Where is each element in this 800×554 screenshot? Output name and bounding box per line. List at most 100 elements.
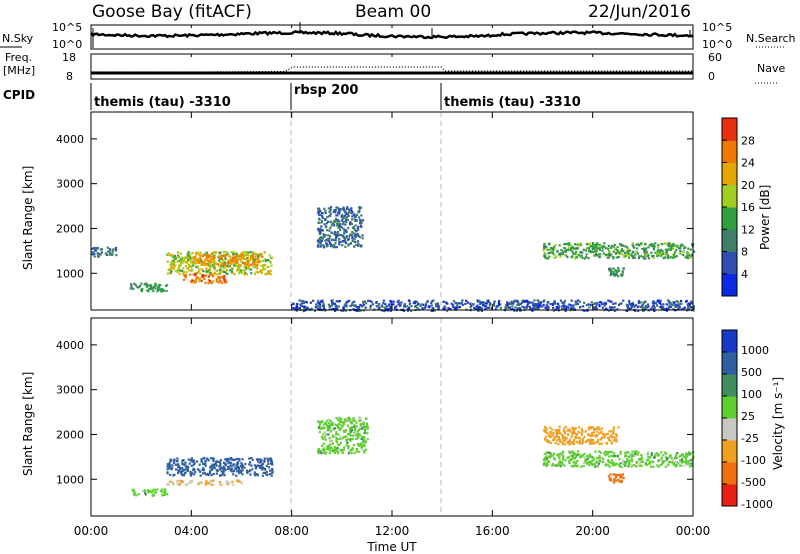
data-cell — [328, 437, 331, 440]
data-cell — [352, 443, 355, 446]
data-cell — [397, 299, 400, 302]
data-cell — [657, 244, 660, 247]
data-cell — [343, 303, 346, 306]
data-cell — [225, 281, 228, 284]
data-cell — [188, 462, 191, 465]
data-cell — [192, 264, 195, 267]
data-cell — [323, 426, 326, 429]
data-cell — [170, 480, 173, 483]
data-cell — [331, 307, 334, 310]
data-cell — [245, 263, 249, 266]
data-cell — [198, 280, 201, 283]
data-cell — [347, 214, 350, 217]
data-cell — [431, 300, 434, 303]
data-cell — [357, 234, 360, 238]
data-cell — [262, 471, 265, 474]
data-cell — [320, 214, 324, 218]
data-cell — [305, 306, 308, 309]
data-cell — [159, 284, 162, 287]
data-cell — [258, 261, 261, 264]
data-cell — [214, 262, 217, 265]
data-cell — [563, 301, 566, 304]
data-cell — [354, 434, 357, 437]
data-cell — [592, 463, 595, 466]
data-cell — [594, 305, 597, 309]
data-cell — [687, 247, 690, 250]
data-cell — [568, 460, 571, 463]
data-cell — [262, 267, 265, 270]
data-cell — [605, 441, 608, 445]
data-cell — [250, 272, 253, 275]
data-cell — [198, 261, 201, 264]
data-cell — [347, 452, 350, 455]
data-cell — [220, 270, 223, 274]
data-cell — [253, 272, 257, 275]
data-cell — [654, 242, 657, 245]
data-cell — [330, 304, 333, 307]
data-cell — [108, 248, 111, 251]
data-cell — [569, 304, 573, 307]
data-cell — [318, 431, 321, 434]
data-cell — [647, 458, 650, 461]
data-cell — [675, 249, 678, 252]
data-cell — [598, 442, 601, 445]
data-cell — [394, 306, 397, 309]
data-cell — [154, 287, 157, 290]
data-cell — [544, 425, 547, 429]
data-cell — [640, 453, 643, 457]
power-colorbar-tick: 24 — [741, 157, 755, 170]
data-cell — [511, 308, 514, 311]
data-cell — [612, 464, 615, 467]
data-cell — [181, 463, 184, 466]
data-cell — [177, 463, 180, 466]
data-cell — [323, 245, 326, 248]
colorbar-segment — [722, 207, 737, 230]
data-cell — [358, 433, 361, 436]
data-cell — [563, 427, 566, 430]
data-cell — [613, 438, 616, 442]
data-cell — [628, 459, 631, 462]
data-cell — [669, 248, 672, 251]
data-cell — [265, 473, 268, 476]
data-cell — [592, 302, 595, 306]
data-cell — [690, 300, 693, 303]
data-cell — [561, 450, 565, 453]
data-cell — [345, 217, 348, 220]
data-cell — [603, 304, 606, 307]
data-cell — [251, 262, 254, 265]
data-cell — [633, 246, 636, 249]
data-cell — [167, 252, 171, 255]
data-cell — [398, 302, 401, 305]
data-cell — [639, 305, 642, 308]
data-cell — [666, 299, 670, 302]
data-cell — [217, 256, 220, 259]
data-cell — [230, 260, 233, 264]
data-cell — [338, 238, 341, 241]
data-cell — [189, 459, 192, 462]
data-cell — [250, 464, 253, 467]
data-cell — [612, 436, 615, 439]
data-cell — [354, 218, 357, 221]
data-cell — [544, 429, 547, 433]
data-cell — [576, 440, 579, 443]
data-cell — [627, 451, 630, 454]
data-cell — [614, 476, 617, 479]
data-cell — [636, 453, 639, 456]
data-cell — [239, 264, 242, 267]
data-cell — [338, 419, 341, 422]
data-cell — [476, 307, 479, 310]
data-cell — [551, 428, 554, 431]
data-cell — [647, 455, 650, 459]
data-cell — [232, 258, 235, 261]
data-cell — [242, 261, 245, 264]
data-cell — [679, 459, 682, 462]
data-cell — [252, 260, 255, 263]
data-cell — [588, 463, 591, 467]
data-cell — [202, 275, 205, 278]
data-cell — [626, 459, 629, 463]
data-cell — [563, 305, 567, 308]
data-cell — [552, 302, 555, 305]
data-cell — [259, 253, 262, 256]
data-cell — [317, 227, 320, 230]
data-cell — [638, 464, 641, 467]
